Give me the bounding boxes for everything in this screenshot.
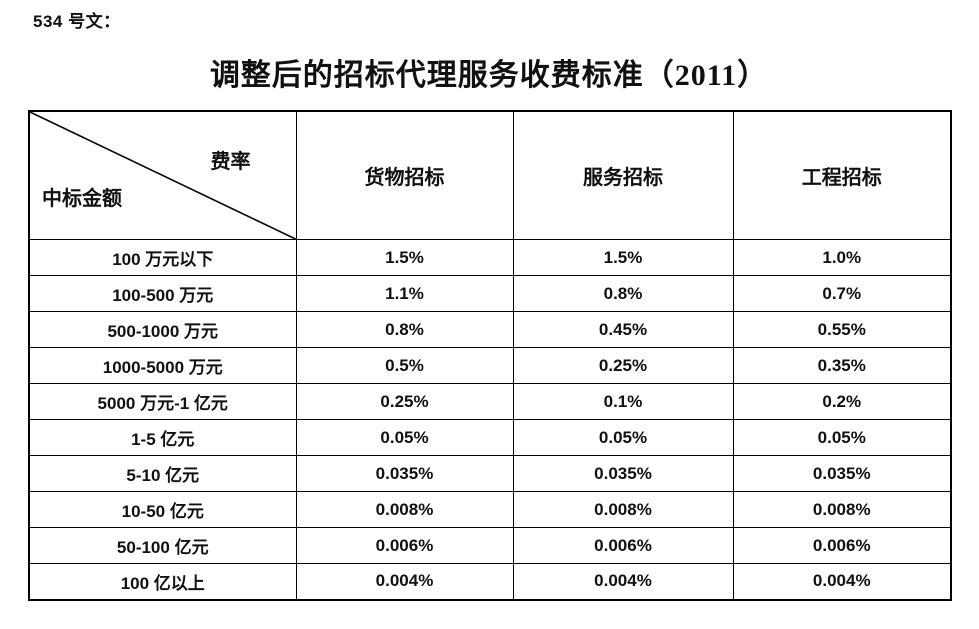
rate-value-cell: 0.05% <box>512 419 734 456</box>
table-row: 100 万元以下 1.5% 1.5% 1.0% <box>28 239 952 276</box>
amount-range-label: 100 亿以上 <box>28 563 297 600</box>
amount-range-label: 10-50 亿元 <box>28 491 297 528</box>
table-row: 5000 万元-1 亿元 0.25% 0.1% 0.2% <box>28 383 952 420</box>
rate-value-cell: 0.25% <box>512 347 734 384</box>
rate-value-cell: 0.7% <box>732 275 952 312</box>
page-title: 调整后的招标代理服务收费标准（2011） <box>209 59 769 92</box>
corner-label-rate: 费率 <box>210 151 251 173</box>
table-row: 10-50 亿元 0.008% 0.008% 0.008% <box>28 491 952 528</box>
table-row: 500-1000 万元 0.8% 0.45% 0.55% <box>28 311 952 348</box>
table-row: 100 亿以上 0.004% 0.004% 0.004% <box>28 563 952 600</box>
rate-value-cell: 0.006% <box>512 527 734 564</box>
rate-value-cell: 0.008% <box>512 491 734 528</box>
rate-value-cell: 0.8% <box>512 275 734 312</box>
column-header-services: 服务招标 <box>512 110 734 240</box>
amount-range-label: 1-5 亿元 <box>28 419 297 456</box>
rate-value-cell: 1.1% <box>295 275 514 312</box>
rate-value-cell: 0.25% <box>295 383 514 420</box>
rate-value-cell: 0.035% <box>512 455 734 492</box>
rate-value-cell: 1.5% <box>512 239 734 276</box>
rate-value-cell: 1.0% <box>732 239 952 276</box>
corner-label-amount: 中标金额 <box>42 188 122 210</box>
rate-value-cell: 0.05% <box>295 419 514 456</box>
rate-value-cell: 0.8% <box>295 311 514 348</box>
rate-value-cell: 0.2% <box>732 383 952 420</box>
rate-value-cell: 0.004% <box>732 563 952 600</box>
amount-range-label: 50-100 亿元 <box>28 527 297 564</box>
rate-value-cell: 1.5% <box>295 239 514 276</box>
rate-value-cell: 0.05% <box>732 419 952 456</box>
rate-value-cell: 0.035% <box>295 455 514 492</box>
table-row: 50-100 亿元 0.006% 0.006% 0.006% <box>28 527 952 564</box>
rate-value-cell: 0.004% <box>512 563 734 600</box>
rate-value-cell: 0.008% <box>295 491 514 528</box>
rate-value-cell: 0.006% <box>732 527 952 564</box>
diagonal-divider-line <box>30 112 295 239</box>
doc-ref-label: 534 号文： <box>33 12 121 31</box>
fee-table: 费率 中标金额 货物招标 服务招标 工程招标 100 万元以下 1.5% 1.5% 1… <box>28 110 952 601</box>
amount-range-label: 5-10 亿元 <box>28 455 297 492</box>
table-row: 1000-5000 万元 0.5% 0.25% 0.35% <box>28 347 952 384</box>
column-header-engineering: 工程招标 <box>732 110 952 240</box>
rate-value-cell: 0.55% <box>732 311 952 348</box>
amount-range-label: 100-500 万元 <box>28 275 297 312</box>
rate-value-cell: 0.008% <box>732 491 952 528</box>
amount-range-label: 5000 万元-1 亿元 <box>28 383 297 420</box>
rate-value-cell: 0.35% <box>732 347 952 384</box>
amount-range-label: 1000-5000 万元 <box>28 347 297 384</box>
table-row: 5-10 亿元 0.035% 0.035% 0.035% <box>28 455 952 492</box>
table-body: 100 万元以下 1.5% 1.5% 1.0% 100-500 万元 1.1% 0.8% 0.… <box>28 239 952 600</box>
amount-range-label: 100 万元以下 <box>28 239 297 276</box>
rate-value-cell: 0.5% <box>295 347 514 384</box>
rate-value-cell: 0.45% <box>512 311 734 348</box>
table-row: 1-5 亿元 0.05% 0.05% 0.05% <box>28 419 952 456</box>
amount-range-label: 500-1000 万元 <box>28 311 297 348</box>
rate-value-cell: 0.004% <box>295 563 514 600</box>
header-row: 费率 中标金额 货物招标 服务招标 工程招标 <box>28 110 952 240</box>
column-header-goods: 货物招标 <box>295 110 514 240</box>
table-row: 100-500 万元 1.1% 0.8% 0.7% <box>28 275 952 312</box>
rate-value-cell: 0.1% <box>512 383 734 420</box>
rate-value-cell: 0.006% <box>295 527 514 564</box>
rate-value-cell: 0.035% <box>732 455 952 492</box>
corner-header-cell: 费率 中标金额 <box>28 110 297 240</box>
